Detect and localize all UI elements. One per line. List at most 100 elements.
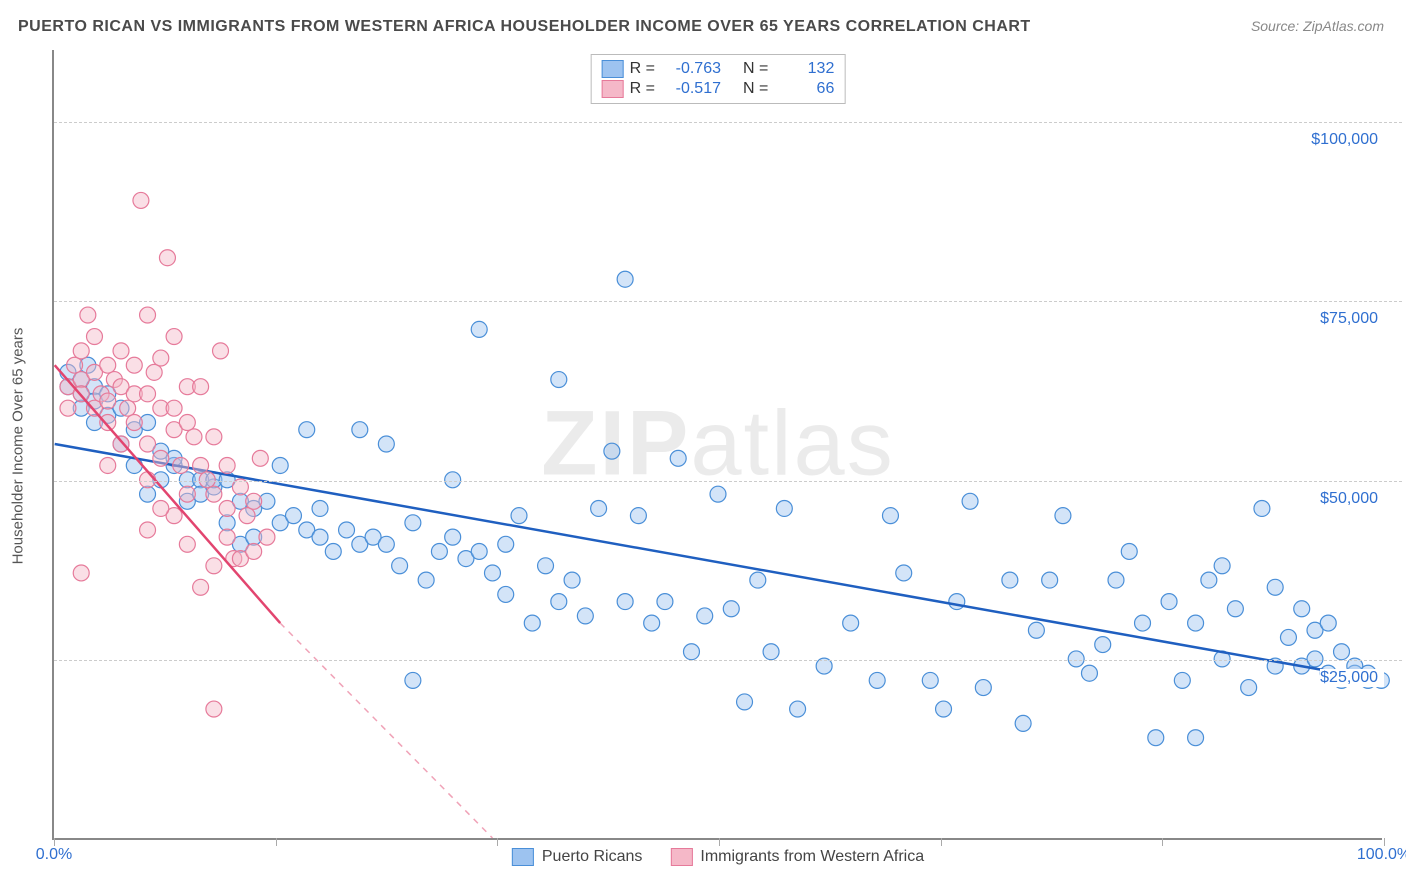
data-point <box>564 572 580 588</box>
data-point <box>87 329 103 345</box>
data-point <box>193 379 209 395</box>
legend-item-2: Immigrants from Western Africa <box>670 848 924 866</box>
data-point <box>1095 637 1111 653</box>
data-point <box>445 472 461 488</box>
data-point <box>1320 615 1336 631</box>
data-point <box>140 436 156 452</box>
data-point <box>100 415 116 431</box>
data-point <box>1081 665 1097 681</box>
data-point <box>1121 543 1137 559</box>
swatch-series-1 <box>602 60 624 78</box>
data-point <box>936 701 952 717</box>
r-value-1: -0.763 <box>661 60 721 78</box>
gridline-h <box>54 301 1402 302</box>
data-point <box>113 436 129 452</box>
x-tick <box>1162 838 1163 846</box>
x-tick <box>1384 838 1385 846</box>
data-point <box>140 386 156 402</box>
legend-swatch-2 <box>670 848 692 866</box>
data-point <box>670 450 686 466</box>
data-point <box>445 529 461 545</box>
n-value-2: 66 <box>774 80 834 98</box>
data-point <box>776 500 792 516</box>
data-point <box>1280 629 1296 645</box>
data-point <box>511 508 527 524</box>
data-point <box>750 572 766 588</box>
data-point <box>179 536 195 552</box>
legend-item-1: Puerto Ricans <box>512 848 643 866</box>
data-point <box>206 486 222 502</box>
data-point <box>922 672 938 688</box>
data-point <box>166 400 182 416</box>
data-point <box>67 357 83 373</box>
data-point <box>657 594 673 610</box>
data-point <box>1188 615 1204 631</box>
data-point <box>80 307 96 323</box>
data-point <box>312 529 328 545</box>
r-value-2: -0.517 <box>661 80 721 98</box>
data-point <box>173 458 189 474</box>
gridline-h <box>54 481 1402 482</box>
data-point <box>1068 651 1084 667</box>
y-axis-title: Householder Income Over 65 years <box>10 328 27 565</box>
data-point <box>126 415 142 431</box>
data-point <box>378 436 394 452</box>
data-point <box>1161 594 1177 610</box>
y-tick-label: $50,000 <box>1320 490 1384 508</box>
data-point <box>962 493 978 509</box>
data-point <box>431 543 447 559</box>
x-tick <box>497 838 498 846</box>
gridline-h <box>54 122 1402 123</box>
data-point <box>975 680 991 696</box>
x-tick <box>719 838 720 846</box>
data-point <box>896 565 912 581</box>
data-point <box>100 357 116 373</box>
data-point <box>630 508 646 524</box>
data-point <box>206 429 222 445</box>
data-point <box>153 500 169 516</box>
y-tick-label: $75,000 <box>1320 310 1384 328</box>
data-point <box>285 508 301 524</box>
y-tick-label: $100,000 <box>1311 131 1384 149</box>
data-point <box>471 321 487 337</box>
data-point <box>206 701 222 717</box>
data-point <box>186 429 202 445</box>
data-point <box>339 522 355 538</box>
n-label-1: N = <box>743 60 768 78</box>
data-point <box>405 515 421 531</box>
data-point <box>498 536 514 552</box>
data-point <box>551 372 567 388</box>
x-tick-label: 100.0% <box>1357 846 1406 864</box>
data-point <box>1241 680 1257 696</box>
data-point <box>723 601 739 617</box>
data-point <box>790 701 806 717</box>
data-point <box>120 400 136 416</box>
data-point <box>1254 500 1270 516</box>
data-point <box>1002 572 1018 588</box>
data-point <box>1307 651 1323 667</box>
data-point <box>1267 579 1283 595</box>
r-label-1: R = <box>630 60 655 78</box>
data-point <box>100 393 116 409</box>
data-point <box>538 558 554 574</box>
data-point <box>299 422 315 438</box>
data-point <box>312 500 328 516</box>
data-point <box>352 422 368 438</box>
source-value: ZipAtlas.com <box>1303 18 1384 34</box>
stats-row-1: R = -0.763 N = 132 <box>602 59 835 79</box>
data-point <box>763 644 779 660</box>
data-point <box>1135 615 1151 631</box>
data-point <box>1055 508 1071 524</box>
legend-label-2: Immigrants from Western Africa <box>700 848 924 866</box>
data-point <box>484 565 500 581</box>
data-point <box>644 615 660 631</box>
data-point <box>1334 644 1350 660</box>
x-tick <box>276 838 277 846</box>
data-point <box>133 192 149 208</box>
data-point <box>1188 730 1204 746</box>
chart-title: PUERTO RICAN VS IMMIGRANTS FROM WESTERN … <box>18 18 1031 36</box>
data-point <box>193 458 209 474</box>
chart-svg <box>54 50 1382 838</box>
data-point <box>193 579 209 595</box>
x-tick <box>941 838 942 846</box>
